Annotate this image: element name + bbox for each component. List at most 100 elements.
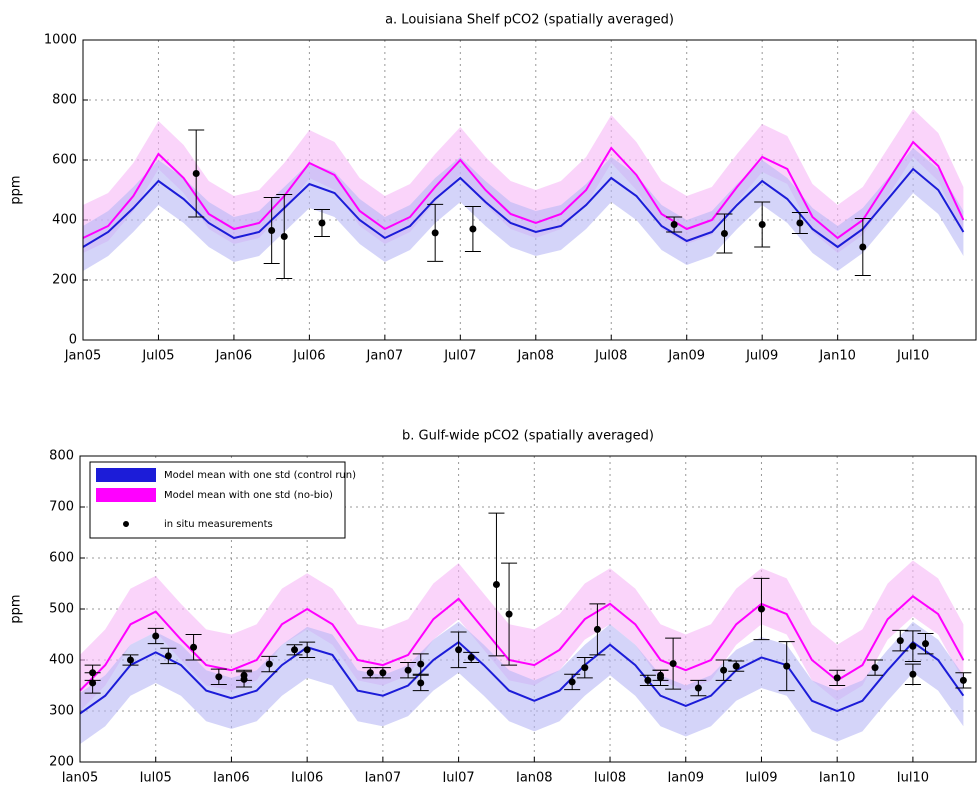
y-tick-label: 700 bbox=[49, 500, 74, 515]
measurement bbox=[164, 652, 172, 660]
legend-swatch bbox=[96, 468, 156, 482]
y-axis-label: ppm bbox=[9, 175, 24, 204]
y-tick-label: 800 bbox=[49, 449, 74, 464]
measurement bbox=[796, 219, 804, 227]
x-tick-label: Jan10 bbox=[818, 349, 856, 364]
x-tick-label: Jul07 bbox=[443, 349, 476, 364]
y-tick-label: 400 bbox=[49, 653, 74, 668]
measurement bbox=[783, 662, 791, 670]
measurement bbox=[492, 581, 500, 589]
legend-label: Model mean with one std (no-bio) bbox=[164, 490, 333, 501]
measurement bbox=[303, 646, 311, 654]
measurement bbox=[922, 640, 930, 648]
measurement bbox=[265, 660, 273, 668]
x-tick-label: Jan10 bbox=[818, 771, 856, 783]
measurement bbox=[505, 610, 513, 618]
measurement bbox=[431, 229, 439, 237]
measurement bbox=[758, 221, 766, 228]
x-tick-label: Jul05 bbox=[139, 771, 172, 783]
y-tick-label: 300 bbox=[49, 704, 74, 719]
x-tick-label: Jan09 bbox=[666, 771, 704, 783]
measurement bbox=[190, 643, 198, 651]
x-tick-label: Jan07 bbox=[366, 349, 404, 364]
std-band bbox=[80, 560, 964, 711]
chart-title: a. Louisiana Shelf pCO2 (spatially avera… bbox=[385, 13, 674, 28]
measurement bbox=[833, 674, 841, 682]
x-tick-label: Jan08 bbox=[516, 349, 554, 364]
mean-line bbox=[79, 594, 965, 692]
measurement bbox=[732, 662, 740, 670]
measurement bbox=[669, 660, 677, 668]
legend-marker bbox=[123, 521, 129, 527]
x-tick-label: Jan06 bbox=[215, 349, 253, 364]
std-band bbox=[83, 109, 964, 253]
x-tick-label: Jul09 bbox=[745, 349, 778, 364]
measurement bbox=[291, 646, 299, 654]
measurement bbox=[126, 656, 134, 664]
x-tick-label: Jul10 bbox=[896, 771, 929, 783]
measurement bbox=[379, 669, 387, 677]
x-tick-label: Jan08 bbox=[515, 771, 553, 783]
measurement bbox=[417, 679, 425, 687]
x-tick-label: Jan07 bbox=[364, 771, 402, 783]
measurement bbox=[467, 653, 475, 661]
measurement bbox=[215, 673, 223, 681]
measurement bbox=[720, 666, 728, 674]
y-tick-label: 0 bbox=[69, 333, 77, 348]
measurement bbox=[909, 670, 917, 678]
measurement bbox=[670, 221, 678, 228]
chart-title: b. Gulf-wide pCO2 (spatially averaged) bbox=[402, 429, 654, 444]
measurement bbox=[404, 666, 412, 674]
y-tick-label: 200 bbox=[52, 273, 77, 288]
x-tick-label: Jul10 bbox=[896, 349, 929, 364]
measurement bbox=[318, 219, 326, 227]
measurement bbox=[240, 671, 248, 679]
measurement bbox=[694, 684, 702, 692]
x-tick-label: Jan05 bbox=[61, 771, 99, 783]
plot-frame bbox=[82, 39, 977, 341]
measurement bbox=[657, 671, 665, 679]
legend-label: in situ measurements bbox=[164, 519, 273, 530]
y-tick-label: 600 bbox=[49, 551, 74, 566]
x-tick-label: Jan06 bbox=[212, 771, 250, 783]
x-tick-label: Jan05 bbox=[64, 349, 102, 364]
mean-line bbox=[79, 640, 965, 715]
plot-frame bbox=[79, 455, 977, 763]
measurement bbox=[417, 660, 425, 668]
measurement bbox=[568, 678, 576, 686]
measurement bbox=[366, 669, 374, 677]
measurement bbox=[959, 676, 967, 684]
measurement bbox=[89, 679, 97, 687]
measurement bbox=[871, 664, 879, 672]
y-tick-label: 800 bbox=[52, 93, 77, 108]
legend-swatch bbox=[96, 488, 156, 502]
measurement bbox=[896, 637, 904, 645]
y-tick-label: 600 bbox=[52, 153, 77, 168]
y-tick-label: 400 bbox=[52, 213, 77, 228]
measurement bbox=[455, 646, 463, 654]
measurement bbox=[152, 632, 160, 640]
measurement bbox=[268, 227, 276, 234]
x-tick-label: Jul06 bbox=[290, 771, 323, 783]
x-tick-label: Jul05 bbox=[141, 349, 174, 364]
measurement bbox=[192, 170, 200, 177]
x-tick-label: Jul08 bbox=[593, 771, 626, 783]
mean-line bbox=[82, 167, 965, 249]
x-tick-label: Jul07 bbox=[441, 771, 474, 783]
y-axis-label: ppm bbox=[9, 594, 24, 623]
y-tick-label: 500 bbox=[49, 602, 74, 617]
y-tick-label: 200 bbox=[49, 755, 74, 770]
measurement bbox=[757, 605, 765, 613]
x-tick-label: Jul08 bbox=[594, 349, 627, 364]
measurement bbox=[720, 230, 728, 237]
measurement bbox=[644, 676, 652, 684]
measurement bbox=[581, 664, 589, 672]
y-tick-label: 1000 bbox=[44, 33, 77, 48]
x-tick-label: Jul09 bbox=[744, 771, 777, 783]
mean-line bbox=[82, 140, 965, 240]
measurement bbox=[89, 669, 97, 677]
measurement bbox=[859, 243, 867, 251]
measurement bbox=[593, 625, 601, 633]
legend-label: Model mean with one std (control run) bbox=[164, 470, 356, 481]
